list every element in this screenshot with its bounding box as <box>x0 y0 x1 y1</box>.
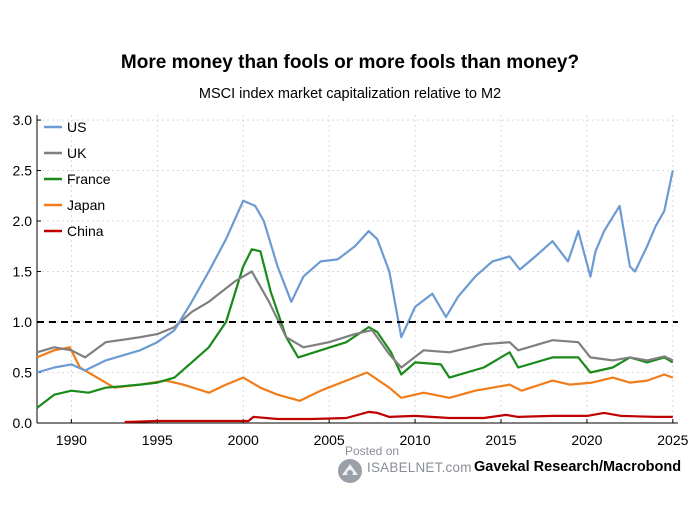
legend-label-uk: UK <box>67 145 87 161</box>
y-tick-label: 1.5 <box>13 264 33 280</box>
x-tick-label: 1990 <box>56 432 87 448</box>
x-tick-label: 2000 <box>228 432 259 448</box>
legend-label-china: China <box>67 223 104 239</box>
y-tick-label: 2.5 <box>13 163 33 179</box>
y-tick-label: 2.0 <box>13 213 33 229</box>
series-line-france <box>36 248 674 409</box>
x-tick-label: 2020 <box>571 432 602 448</box>
chart-subtitle: MSCI index market capitalization relativ… <box>198 86 502 102</box>
y-tick-label: 3.0 <box>13 112 33 128</box>
source-credit: Gavekal Research/Macrobond <box>474 459 682 475</box>
x-tick-label: 2015 <box>485 432 516 448</box>
posted-on-label: Posted on <box>345 444 400 458</box>
y-tick-label: 0.0 <box>13 415 33 431</box>
series-line-uk <box>36 270 674 369</box>
legend-label-france: France <box>67 171 111 187</box>
series-line-china <box>124 410 673 424</box>
y-tick-label: 1.0 <box>13 314 33 330</box>
isabelnet-logo-icon <box>338 459 362 483</box>
chart-title: More money than fools or more fools than… <box>120 52 580 73</box>
series-line-us <box>36 170 674 374</box>
y-tick-label: 0.5 <box>13 365 33 381</box>
legend-label-japan: Japan <box>67 197 105 213</box>
site-name: ISABELNET.com <box>367 460 472 475</box>
x-tick-label: 2005 <box>314 432 345 448</box>
legend-label-us: US <box>67 119 86 135</box>
legend: US UK France Japan China <box>44 119 111 239</box>
x-tick-label: 2010 <box>399 432 430 448</box>
x-tick-label: 1995 <box>142 432 173 448</box>
series-line-japan <box>36 346 674 402</box>
x-tick-label: 2025 <box>657 432 688 448</box>
